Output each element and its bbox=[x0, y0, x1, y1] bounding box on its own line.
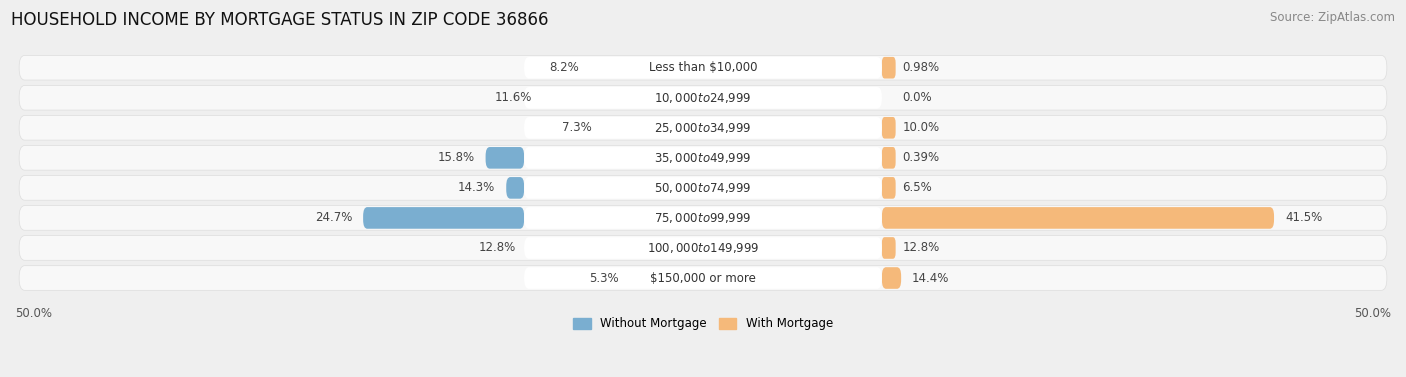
Text: $100,000 to $149,999: $100,000 to $149,999 bbox=[647, 241, 759, 255]
FancyBboxPatch shape bbox=[882, 207, 1274, 229]
Text: 14.3%: 14.3% bbox=[458, 181, 495, 195]
Text: 24.7%: 24.7% bbox=[315, 211, 352, 224]
Text: 12.8%: 12.8% bbox=[903, 242, 939, 254]
Text: $25,000 to $34,999: $25,000 to $34,999 bbox=[654, 121, 752, 135]
FancyBboxPatch shape bbox=[524, 117, 882, 139]
Text: 14.4%: 14.4% bbox=[912, 271, 949, 285]
FancyBboxPatch shape bbox=[20, 146, 1386, 170]
Legend: Without Mortgage, With Mortgage: Without Mortgage, With Mortgage bbox=[574, 317, 832, 330]
FancyBboxPatch shape bbox=[20, 236, 1386, 260]
Text: 50.0%: 50.0% bbox=[1354, 307, 1391, 320]
FancyBboxPatch shape bbox=[20, 86, 1386, 110]
Text: $150,000 or more: $150,000 or more bbox=[650, 271, 756, 285]
Text: $35,000 to $49,999: $35,000 to $49,999 bbox=[654, 151, 752, 165]
FancyBboxPatch shape bbox=[485, 147, 524, 169]
Text: 8.2%: 8.2% bbox=[550, 61, 579, 74]
FancyBboxPatch shape bbox=[506, 177, 524, 199]
FancyBboxPatch shape bbox=[363, 207, 524, 229]
Text: $10,000 to $24,999: $10,000 to $24,999 bbox=[654, 91, 752, 105]
FancyBboxPatch shape bbox=[524, 267, 882, 289]
FancyBboxPatch shape bbox=[882, 267, 901, 289]
Text: 6.5%: 6.5% bbox=[903, 181, 932, 195]
FancyBboxPatch shape bbox=[20, 205, 1386, 230]
FancyBboxPatch shape bbox=[882, 237, 896, 259]
Text: HOUSEHOLD INCOME BY MORTGAGE STATUS IN ZIP CODE 36866: HOUSEHOLD INCOME BY MORTGAGE STATUS IN Z… bbox=[11, 11, 548, 29]
Text: 10.0%: 10.0% bbox=[903, 121, 939, 134]
FancyBboxPatch shape bbox=[524, 177, 882, 199]
Text: 7.3%: 7.3% bbox=[562, 121, 592, 134]
FancyBboxPatch shape bbox=[524, 147, 882, 169]
FancyBboxPatch shape bbox=[20, 176, 1386, 200]
FancyBboxPatch shape bbox=[20, 115, 1386, 140]
FancyBboxPatch shape bbox=[20, 266, 1386, 290]
Text: $50,000 to $74,999: $50,000 to $74,999 bbox=[654, 181, 752, 195]
FancyBboxPatch shape bbox=[882, 177, 896, 199]
Text: $75,000 to $99,999: $75,000 to $99,999 bbox=[654, 211, 752, 225]
Text: 41.5%: 41.5% bbox=[1285, 211, 1322, 224]
Text: 0.39%: 0.39% bbox=[903, 151, 939, 164]
FancyBboxPatch shape bbox=[524, 57, 882, 78]
Text: 12.8%: 12.8% bbox=[478, 242, 516, 254]
FancyBboxPatch shape bbox=[882, 57, 896, 78]
FancyBboxPatch shape bbox=[20, 55, 1386, 80]
Text: 15.8%: 15.8% bbox=[437, 151, 475, 164]
Text: 0.0%: 0.0% bbox=[903, 91, 932, 104]
Text: 50.0%: 50.0% bbox=[15, 307, 52, 320]
FancyBboxPatch shape bbox=[882, 117, 896, 139]
FancyBboxPatch shape bbox=[524, 87, 882, 109]
FancyBboxPatch shape bbox=[882, 147, 896, 169]
FancyBboxPatch shape bbox=[524, 207, 882, 229]
Text: 5.3%: 5.3% bbox=[589, 271, 619, 285]
Text: 0.98%: 0.98% bbox=[903, 61, 939, 74]
Text: 11.6%: 11.6% bbox=[495, 91, 533, 104]
Text: Less than $10,000: Less than $10,000 bbox=[648, 61, 758, 74]
FancyBboxPatch shape bbox=[524, 237, 882, 259]
Text: Source: ZipAtlas.com: Source: ZipAtlas.com bbox=[1270, 11, 1395, 24]
